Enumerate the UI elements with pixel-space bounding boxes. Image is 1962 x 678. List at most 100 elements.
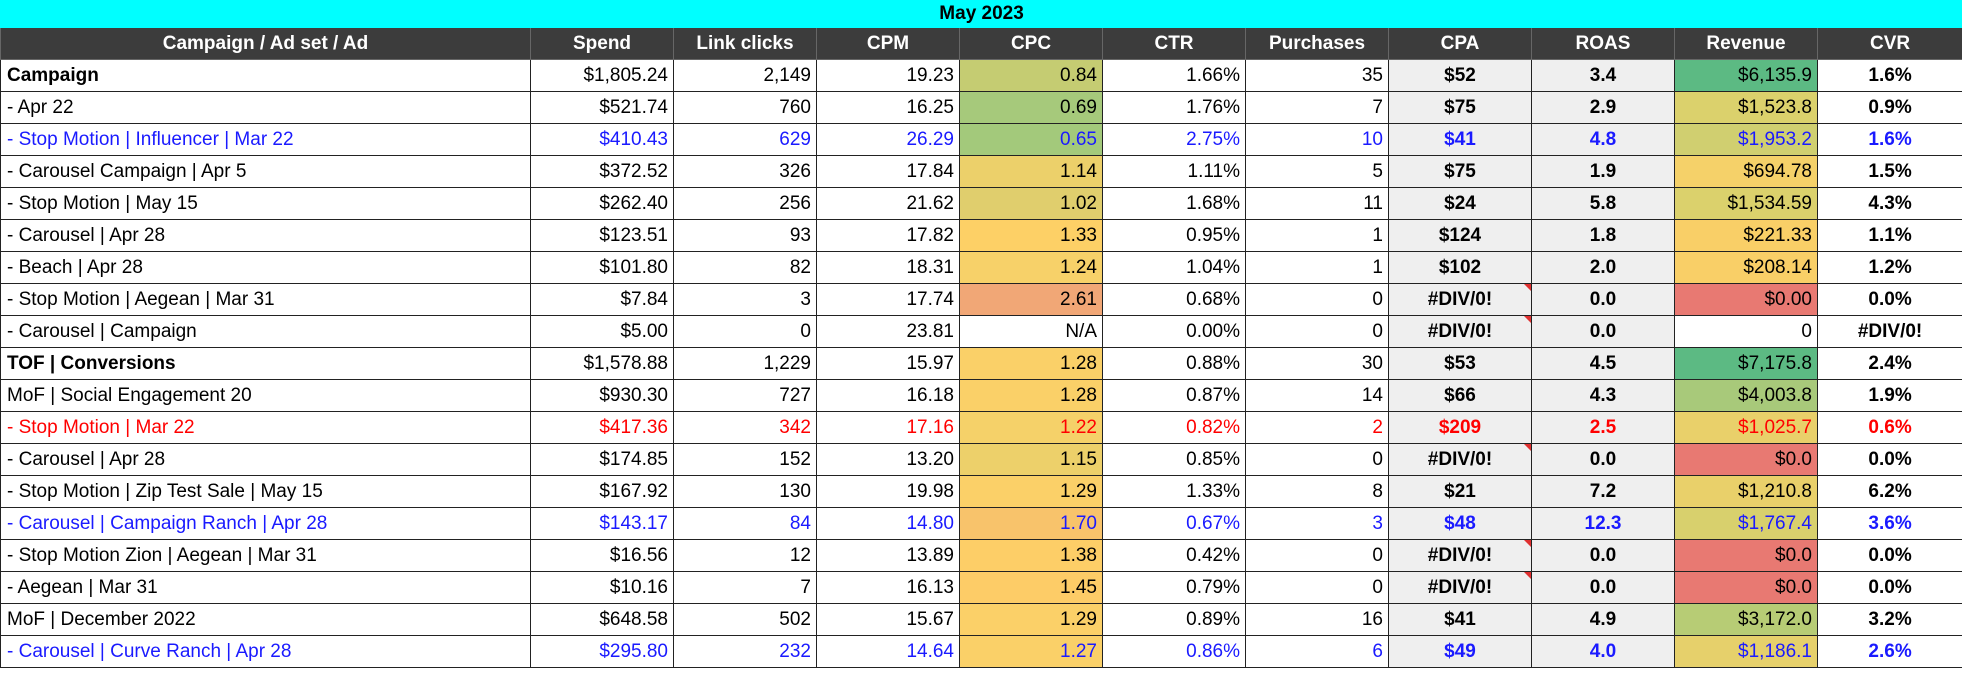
- roas-cell[interactable]: 1.9: [1531, 155, 1675, 188]
- cpm-cell[interactable]: 17.84: [816, 155, 960, 188]
- cpm-cell[interactable]: 14.64: [816, 635, 960, 668]
- cpc-cell[interactable]: 1.28: [959, 347, 1103, 380]
- column-header[interactable]: Revenue: [1674, 27, 1818, 60]
- cvr-cell[interactable]: 1.2%: [1816, 251, 1962, 284]
- column-header[interactable]: CVR: [1816, 27, 1962, 60]
- campaign-name-cell[interactable]: - Carousel | Campaign: [0, 315, 531, 348]
- roas-cell[interactable]: 4.3: [1531, 379, 1675, 412]
- link-clicks-cell[interactable]: 12: [673, 539, 817, 572]
- roas-cell[interactable]: 4.8: [1531, 123, 1675, 156]
- campaign-name-cell[interactable]: - Carousel Campaign | Apr 5: [0, 155, 531, 188]
- purchases-cell[interactable]: 30: [1245, 347, 1389, 380]
- spend-cell[interactable]: $174.85: [530, 443, 674, 476]
- ctr-cell[interactable]: 0.42%: [1102, 539, 1246, 572]
- roas-cell[interactable]: 1.8: [1531, 219, 1675, 252]
- link-clicks-cell[interactable]: 502: [673, 603, 817, 636]
- cvr-cell[interactable]: 1.1%: [1816, 219, 1962, 252]
- revenue-cell[interactable]: $0.00: [1674, 283, 1818, 316]
- campaign-name-cell[interactable]: TOF | Conversions: [0, 347, 531, 380]
- cpa-cell[interactable]: $66: [1388, 379, 1532, 412]
- cpm-cell[interactable]: 13.20: [816, 443, 960, 476]
- ctr-cell[interactable]: 2.75%: [1102, 123, 1246, 156]
- revenue-cell[interactable]: $0.0: [1674, 443, 1818, 476]
- link-clicks-cell[interactable]: 1,229: [673, 347, 817, 380]
- purchases-cell[interactable]: 1: [1245, 219, 1389, 252]
- cpm-cell[interactable]: 16.18: [816, 379, 960, 412]
- purchases-cell[interactable]: 3: [1245, 507, 1389, 540]
- link-clicks-cell[interactable]: 342: [673, 411, 817, 444]
- cpa-cell[interactable]: #DIV/0!: [1388, 443, 1532, 476]
- column-header[interactable]: Spend: [530, 27, 674, 60]
- cpc-cell[interactable]: 1.29: [959, 603, 1103, 636]
- purchases-cell[interactable]: 0: [1245, 315, 1389, 348]
- spend-cell[interactable]: $143.17: [530, 507, 674, 540]
- link-clicks-cell[interactable]: 232: [673, 635, 817, 668]
- purchases-cell[interactable]: 6: [1245, 635, 1389, 668]
- spend-cell[interactable]: $10.16: [530, 571, 674, 604]
- cvr-cell[interactable]: 1.6%: [1816, 59, 1962, 92]
- cpa-cell[interactable]: $52: [1388, 59, 1532, 92]
- roas-cell[interactable]: 0.0: [1531, 315, 1675, 348]
- ctr-cell[interactable]: 0.85%: [1102, 443, 1246, 476]
- cpa-cell[interactable]: $41: [1388, 603, 1532, 636]
- purchases-cell[interactable]: 8: [1245, 475, 1389, 508]
- cpm-cell[interactable]: 17.74: [816, 283, 960, 316]
- cpa-cell[interactable]: #DIV/0!: [1388, 315, 1532, 348]
- purchases-cell[interactable]: 5: [1245, 155, 1389, 188]
- roas-cell[interactable]: 4.9: [1531, 603, 1675, 636]
- purchases-cell[interactable]: 0: [1245, 571, 1389, 604]
- cpm-cell[interactable]: 21.62: [816, 187, 960, 220]
- cvr-cell[interactable]: 6.2%: [1816, 475, 1962, 508]
- campaign-name-cell[interactable]: - Stop Motion | Zip Test Sale | May 15: [0, 475, 531, 508]
- purchases-cell[interactable]: 7: [1245, 91, 1389, 124]
- link-clicks-cell[interactable]: 2,149: [673, 59, 817, 92]
- spend-cell[interactable]: $1,805.24: [530, 59, 674, 92]
- spend-cell[interactable]: $16.56: [530, 539, 674, 572]
- purchases-cell[interactable]: 10: [1245, 123, 1389, 156]
- spend-cell[interactable]: $101.80: [530, 251, 674, 284]
- roas-cell[interactable]: 12.3: [1531, 507, 1675, 540]
- cpm-cell[interactable]: 13.89: [816, 539, 960, 572]
- campaign-name-cell[interactable]: MoF | December 2022: [0, 603, 531, 636]
- link-clicks-cell[interactable]: 629: [673, 123, 817, 156]
- cpc-cell[interactable]: 0.69: [959, 91, 1103, 124]
- link-clicks-cell[interactable]: 130: [673, 475, 817, 508]
- spend-cell[interactable]: $167.92: [530, 475, 674, 508]
- revenue-cell[interactable]: $208.14: [1674, 251, 1818, 284]
- ctr-cell[interactable]: 0.86%: [1102, 635, 1246, 668]
- campaign-name-cell[interactable]: - Beach | Apr 28: [0, 251, 531, 284]
- revenue-cell[interactable]: $1,025.7: [1674, 411, 1818, 444]
- cpm-cell[interactable]: 19.23: [816, 59, 960, 92]
- cvr-cell[interactable]: 3.6%: [1816, 507, 1962, 540]
- campaign-name-cell[interactable]: - Stop Motion | May 15: [0, 187, 531, 220]
- cpm-cell[interactable]: 23.81: [816, 315, 960, 348]
- spend-cell[interactable]: $417.36: [530, 411, 674, 444]
- cpc-cell[interactable]: 1.45: [959, 571, 1103, 604]
- campaign-name-cell[interactable]: Campaign: [0, 59, 531, 92]
- column-header[interactable]: Purchases: [1245, 27, 1389, 60]
- link-clicks-cell[interactable]: 727: [673, 379, 817, 412]
- purchases-cell[interactable]: 0: [1245, 539, 1389, 572]
- cpc-cell[interactable]: 1.02: [959, 187, 1103, 220]
- roas-cell[interactable]: 0.0: [1531, 283, 1675, 316]
- roas-cell[interactable]: 3.4: [1531, 59, 1675, 92]
- column-header[interactable]: CPC: [959, 27, 1103, 60]
- cvr-cell[interactable]: 0.0%: [1816, 283, 1962, 316]
- roas-cell[interactable]: 0.0: [1531, 539, 1675, 572]
- purchases-cell[interactable]: 1: [1245, 251, 1389, 284]
- cpa-cell[interactable]: $75: [1388, 155, 1532, 188]
- revenue-cell[interactable]: $1,953.2: [1674, 123, 1818, 156]
- cpm-cell[interactable]: 16.13: [816, 571, 960, 604]
- purchases-cell[interactable]: 35: [1245, 59, 1389, 92]
- revenue-cell[interactable]: 0: [1674, 315, 1818, 348]
- roas-cell[interactable]: 4.0: [1531, 635, 1675, 668]
- link-clicks-cell[interactable]: 84: [673, 507, 817, 540]
- campaign-name-cell[interactable]: - Stop Motion | Aegean | Mar 31: [0, 283, 531, 316]
- roas-cell[interactable]: 4.5: [1531, 347, 1675, 380]
- cvr-cell[interactable]: #DIV/0!: [1816, 315, 1962, 348]
- link-clicks-cell[interactable]: 152: [673, 443, 817, 476]
- campaign-name-cell[interactable]: MoF | Social Engagement 20: [0, 379, 531, 412]
- link-clicks-cell[interactable]: 0: [673, 315, 817, 348]
- cvr-cell[interactable]: 0.6%: [1816, 411, 1962, 444]
- column-header[interactable]: CPA: [1388, 27, 1532, 60]
